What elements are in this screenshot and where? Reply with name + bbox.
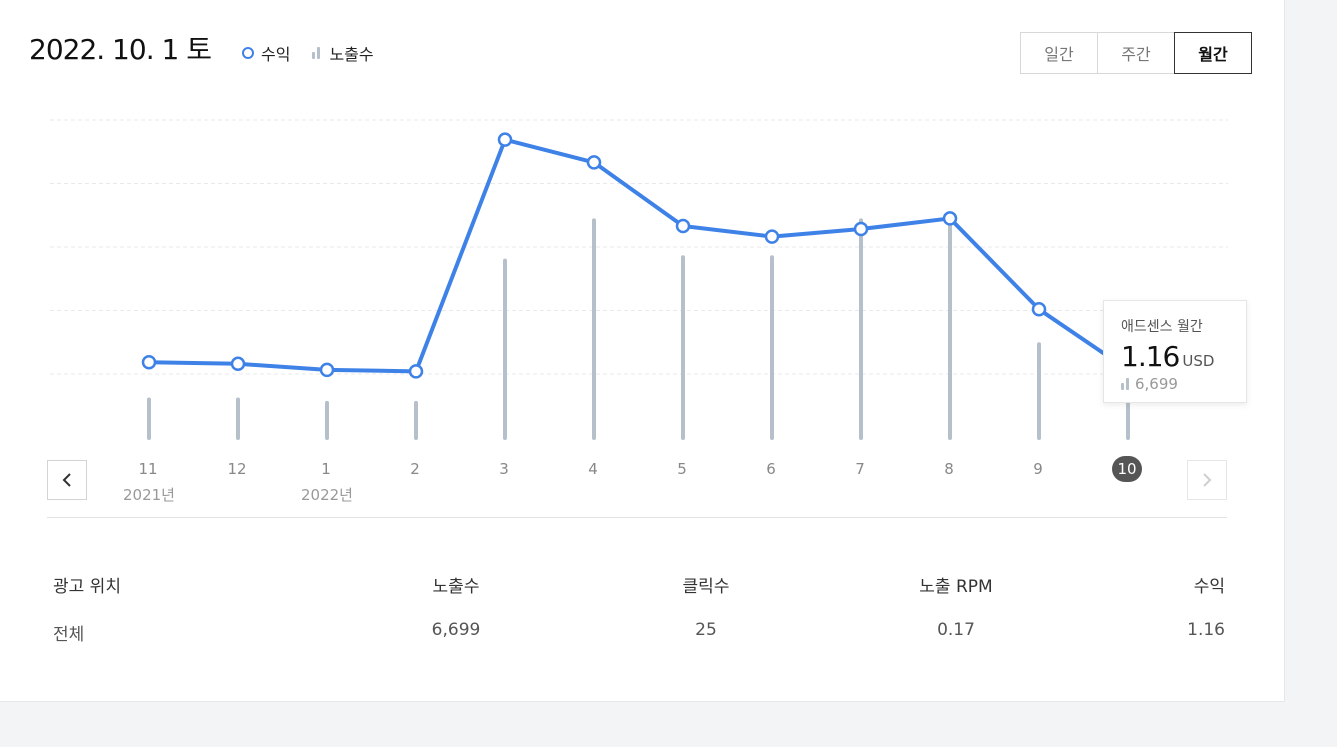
chart-divider bbox=[47, 517, 1227, 518]
next-button[interactable] bbox=[1187, 460, 1227, 500]
revenue-point[interactable] bbox=[675, 218, 691, 234]
table-row: 전체 6,699 25 0.17 1.16 bbox=[53, 620, 1225, 670]
chevron-right-icon bbox=[1203, 473, 1212, 487]
impressions-small-icon bbox=[1121, 378, 1131, 390]
chevron-left-icon bbox=[62, 473, 71, 487]
tab-weekly[interactable]: 주간 bbox=[1097, 32, 1175, 74]
x-tick-label[interactable]: 7 bbox=[855, 460, 865, 478]
revenue-point[interactable] bbox=[230, 356, 246, 372]
impressions-legend-icon bbox=[312, 47, 322, 59]
row-rpm: 0.17 bbox=[937, 620, 975, 640]
x-tick-label[interactable]: 4 bbox=[588, 460, 598, 478]
row-revenue: 1.16 bbox=[1187, 620, 1225, 640]
revenue-point[interactable] bbox=[764, 229, 780, 244]
date-title: 2022. 10. 1 토 bbox=[29, 33, 212, 66]
header-impressions: 노출수 bbox=[432, 577, 480, 597]
revenue-point[interactable] bbox=[1031, 302, 1047, 317]
chart-legend: 수익 노출수 bbox=[242, 41, 374, 65]
row-impressions: 6,699 bbox=[431, 620, 481, 640]
revenue-legend-label: 수익 bbox=[261, 45, 291, 64]
revenue-point[interactable] bbox=[586, 155, 602, 170]
x-tick-label[interactable]: 12 bbox=[227, 460, 246, 478]
revenue-point[interactable] bbox=[853, 221, 869, 237]
impressions-legend-label: 노출수 bbox=[329, 45, 374, 64]
x-tick-label[interactable]: 6 bbox=[766, 460, 776, 478]
table-header-row: 광고 위치 노출수 클릭수 노출 RPM 수익 bbox=[53, 570, 1225, 620]
tooltip-title: 애드센스 월간 bbox=[1121, 319, 1203, 335]
selected-tick-badge bbox=[1112, 456, 1142, 482]
row-clicks: 25 bbox=[695, 620, 717, 640]
row-placement: 전체 bbox=[53, 625, 85, 645]
tooltip-impressions: 6,699 bbox=[1135, 375, 1178, 393]
revenue-point[interactable] bbox=[319, 362, 335, 378]
revenue-point[interactable] bbox=[942, 211, 958, 226]
x-tick-label[interactable]: 8 bbox=[944, 460, 954, 478]
x-tick-label[interactable]: 2 bbox=[410, 460, 420, 478]
tab-monthly[interactable]: 월간 bbox=[1174, 32, 1252, 74]
revenue-legend-icon bbox=[242, 47, 254, 59]
header-placement: 광고 위치 bbox=[53, 577, 121, 597]
x-tick-label[interactable]: 9 bbox=[1033, 460, 1043, 478]
revenue-line bbox=[148, 137, 1130, 374]
report-card: 2022. 10. 1 토 수익 노출수 일간 주간 월간 11 12 1 2 3 4 5 6… bbox=[0, 0, 1285, 702]
header-clicks: 클릭수 bbox=[682, 577, 730, 597]
x-tick-label[interactable]: 10 bbox=[1117, 460, 1136, 478]
x-tick-label[interactable]: 5 bbox=[677, 460, 687, 478]
header-rpm: 노출 RPM bbox=[919, 577, 993, 597]
period-toggle: 일간 주간 월간 bbox=[1020, 32, 1252, 74]
prev-button[interactable] bbox=[47, 460, 87, 500]
x-tick-label[interactable]: 11 bbox=[138, 460, 157, 478]
chart-tooltip: 애드센스 월간 1.16 USD 6,699 bbox=[1103, 300, 1247, 403]
year-label: 2021년 bbox=[123, 486, 175, 504]
revenue-point[interactable] bbox=[408, 364, 424, 379]
revenue-point[interactable] bbox=[497, 132, 513, 147]
tooltip-value: 1.16 bbox=[1121, 340, 1180, 373]
ad-placement-table: 광고 위치 노출수 클릭수 노출 RPM 수익 전체 6,699 25 0.17… bbox=[53, 570, 1225, 670]
header-revenue: 수익 bbox=[1193, 577, 1225, 597]
year-label: 2022년 bbox=[301, 486, 353, 504]
x-tick-label[interactable]: 3 bbox=[499, 460, 509, 478]
tooltip-unit: USD bbox=[1182, 352, 1215, 370]
x-tick-label[interactable]: 1 bbox=[321, 460, 331, 478]
revenue-point[interactable] bbox=[141, 355, 157, 370]
tab-daily[interactable]: 일간 bbox=[1020, 32, 1098, 74]
